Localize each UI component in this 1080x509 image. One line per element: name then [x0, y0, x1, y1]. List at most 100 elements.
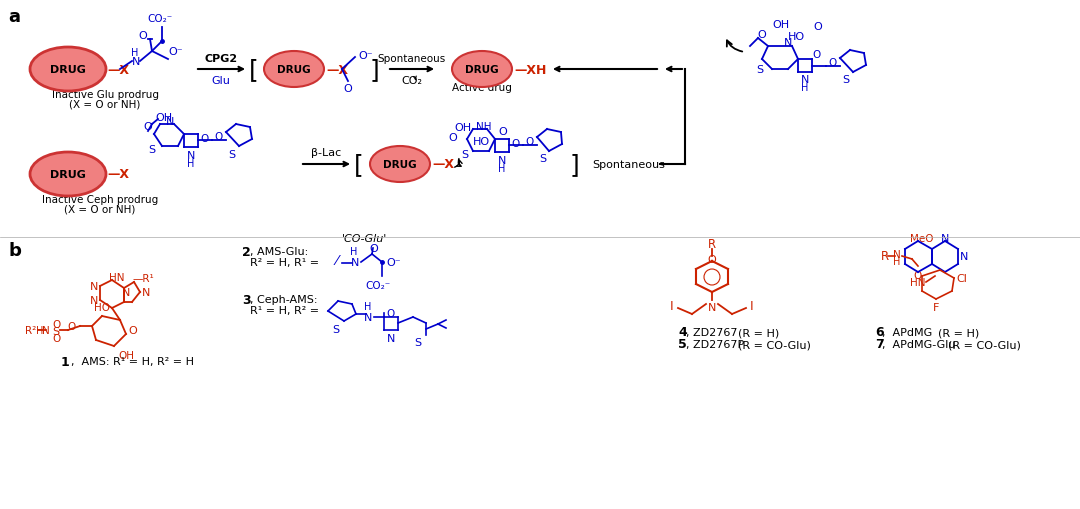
Text: OH: OH — [156, 113, 172, 123]
Text: S: S — [148, 145, 156, 155]
Text: DRUG: DRUG — [465, 65, 499, 75]
Text: O: O — [369, 243, 378, 253]
Text: (R = CO-Glu): (R = CO-Glu) — [738, 340, 811, 349]
Text: (R = H): (R = H) — [738, 327, 780, 337]
Text: O: O — [200, 134, 208, 144]
Text: 4: 4 — [678, 326, 687, 339]
Ellipse shape — [30, 153, 106, 196]
Text: S: S — [461, 150, 469, 160]
Text: [: [ — [249, 58, 259, 82]
Text: O: O — [138, 31, 147, 41]
Text: —R¹: —R¹ — [132, 273, 153, 284]
Text: N: N — [351, 258, 360, 267]
Text: O: O — [129, 325, 137, 335]
Text: R² = H, R¹ =: R² = H, R¹ = — [249, 258, 319, 267]
Text: H: H — [801, 83, 809, 93]
Text: H: H — [350, 246, 357, 257]
Text: MeO: MeO — [910, 234, 934, 243]
Text: Active drug: Active drug — [453, 83, 512, 93]
Text: HO: HO — [788, 32, 805, 42]
Text: N: N — [960, 251, 969, 262]
Text: Inactive Glu prodrug: Inactive Glu prodrug — [52, 90, 159, 100]
Text: β-Lac: β-Lac — [311, 148, 341, 158]
Text: O: O — [68, 321, 76, 331]
Ellipse shape — [370, 147, 430, 183]
Text: H: H — [36, 325, 43, 335]
Text: N: N — [122, 288, 131, 297]
Text: N: N — [893, 249, 901, 260]
Text: DRUG: DRUG — [50, 65, 86, 75]
Text: a: a — [8, 8, 21, 26]
Text: ,  AMS: R¹ = H, R² = H: , AMS: R¹ = H, R² = H — [71, 356, 194, 366]
Text: S: S — [756, 65, 764, 75]
Text: O⁻: O⁻ — [386, 258, 401, 267]
Text: , AMS-Glu:: , AMS-Glu: — [249, 246, 308, 257]
Text: OH: OH — [772, 20, 789, 30]
Text: H: H — [498, 164, 505, 174]
Text: O: O — [343, 84, 352, 94]
Text: Glu: Glu — [212, 76, 230, 86]
Text: O: O — [707, 254, 716, 265]
Text: H: H — [893, 257, 901, 267]
Ellipse shape — [264, 52, 324, 88]
FancyArrowPatch shape — [727, 41, 742, 52]
Text: , ZD2767P: , ZD2767P — [686, 340, 744, 349]
Text: N: N — [187, 151, 195, 161]
Text: O: O — [813, 22, 822, 32]
Text: O: O — [448, 133, 457, 143]
Text: S: S — [842, 75, 850, 85]
Ellipse shape — [30, 48, 106, 92]
Text: S: S — [415, 337, 421, 347]
Text: ]: ] — [570, 153, 580, 177]
Text: —XH: —XH — [514, 64, 546, 76]
Text: DRUG: DRUG — [383, 160, 417, 169]
Text: H: H — [187, 159, 194, 168]
Text: , ZD2767: , ZD2767 — [686, 327, 738, 337]
Text: 3: 3 — [242, 293, 251, 306]
Text: 'CO-Glu': 'CO-Glu' — [342, 234, 388, 243]
Text: N: N — [784, 38, 793, 48]
Text: S: S — [539, 154, 546, 164]
Text: CPG2: CPG2 — [204, 54, 238, 64]
Text: ⁄: ⁄ — [336, 253, 338, 267]
Text: OH: OH — [118, 350, 134, 360]
Text: —X: —X — [326, 64, 348, 76]
Text: S: S — [229, 150, 235, 160]
Text: (R = CO-Glu): (R = CO-Glu) — [948, 340, 1021, 349]
Text: R¹ = H, R² =: R¹ = H, R² = — [249, 305, 319, 316]
Text: O: O — [499, 127, 508, 137]
Text: S: S — [53, 326, 59, 336]
Text: CO₂: CO₂ — [402, 76, 422, 86]
Text: R²: R² — [25, 325, 36, 335]
Text: Cl: Cl — [956, 273, 967, 284]
Text: [: [ — [354, 153, 364, 177]
Text: O⁻: O⁻ — [357, 51, 373, 61]
Text: ,  APdMG-Glu: , APdMG-Glu — [882, 340, 956, 349]
Text: H: H — [132, 48, 138, 58]
Text: O: O — [812, 50, 820, 60]
Text: Inactive Ceph prodrug: Inactive Ceph prodrug — [42, 194, 158, 205]
Text: O: O — [144, 122, 152, 132]
Text: O: O — [511, 139, 519, 149]
Text: , Ceph-AMS:: , Ceph-AMS: — [249, 294, 318, 304]
Text: (X = O or NH): (X = O or NH) — [69, 99, 140, 109]
Text: (X = O or NH): (X = O or NH) — [65, 204, 136, 214]
Text: (R = H): (R = H) — [939, 327, 980, 337]
Text: N: N — [132, 57, 140, 67]
Text: —X: —X — [107, 64, 129, 76]
Ellipse shape — [453, 52, 512, 88]
Text: O: O — [214, 132, 222, 142]
Text: I: I — [671, 300, 674, 313]
Text: 5: 5 — [678, 338, 687, 351]
Text: O: O — [52, 319, 60, 329]
Text: 2: 2 — [242, 245, 251, 258]
Text: N: N — [90, 295, 98, 305]
Text: O⁻: O⁻ — [168, 47, 183, 57]
Text: 1: 1 — [60, 355, 69, 368]
Text: HN: HN — [910, 277, 926, 288]
Text: R: R — [881, 250, 889, 263]
Text: 7: 7 — [875, 338, 883, 351]
Text: N: N — [707, 302, 716, 313]
Text: S: S — [333, 324, 339, 334]
Text: N: N — [941, 234, 949, 243]
